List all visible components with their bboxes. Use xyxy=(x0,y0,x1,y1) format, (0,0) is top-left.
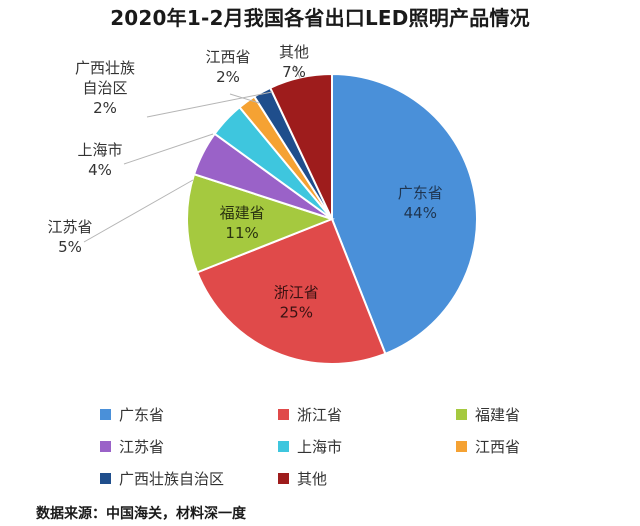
pie-slice-other xyxy=(268,72,333,220)
legend-item-zhejiang: 浙江省 xyxy=(278,404,456,424)
slice-label-guangxi: 广西壮族自治区 2% xyxy=(75,59,135,117)
slice-label-value: 44% xyxy=(404,204,437,222)
slice-label-value: 2% xyxy=(93,99,117,117)
legend-label: 浙江省 xyxy=(297,405,343,424)
leader-line-jiangxi xyxy=(229,93,260,104)
legend-swatch xyxy=(278,472,289,484)
pie-slice-zhejiang xyxy=(195,217,387,365)
pie-slice-fujian xyxy=(186,172,335,274)
chart-title: 2020年1-2月我国各省出口LED照明产品情况 xyxy=(110,6,530,30)
slice-label-name: 自治区 xyxy=(82,79,127,97)
slice-label-name: 上海市 xyxy=(77,141,122,159)
slice-label-fujian: 福建省 11% xyxy=(220,204,265,242)
slice-label-jiangsu: 江苏省 5% xyxy=(47,218,92,256)
slice-label-name: 江苏省 xyxy=(47,218,92,236)
legend-swatch xyxy=(100,408,111,420)
legend-label: 上海市 xyxy=(297,437,343,456)
slice-label-value: 11% xyxy=(225,224,258,242)
slice-label-name: 浙江省 xyxy=(274,284,319,302)
legend-label: 江苏省 xyxy=(119,437,165,456)
leader-line-jiangsu xyxy=(83,179,194,243)
legend-swatch xyxy=(456,408,467,420)
slice-label-shanghai: 上海市 4% xyxy=(77,141,122,179)
slice-label-value: 4% xyxy=(88,161,112,179)
legend-item-guangdong: 广东省 xyxy=(100,404,278,424)
source-note: 数据来源：中国海关，材料深一度 xyxy=(36,506,246,522)
slice-label-guangdong: 广东省 44% xyxy=(398,184,443,222)
slice-label-name: 广西壮族 xyxy=(75,59,135,77)
leader-line-guangxi xyxy=(146,91,273,118)
legend-label: 广西壮族自治区 xyxy=(119,469,225,488)
legend-label: 江西省 xyxy=(475,437,521,456)
slice-label-value: 25% xyxy=(280,304,313,322)
legend-item-fujian: 福建省 xyxy=(456,404,606,424)
slice-label-value: 5% xyxy=(58,238,82,256)
slice-label-name: 福建省 xyxy=(220,204,265,222)
slice-label-name: 其他 xyxy=(279,43,309,61)
slice-label-zhejiang: 浙江省 25% xyxy=(274,284,319,322)
slice-label-value: 7% xyxy=(282,63,306,81)
legend-swatch xyxy=(100,440,111,452)
slice-label-jiangxi: 江西省 2% xyxy=(205,48,250,86)
legend-label: 其他 xyxy=(297,469,328,488)
legend-item-jiangsu: 江苏省 xyxy=(100,436,278,456)
legend-item-guangxi: 广西壮族自治区 xyxy=(100,468,278,488)
leader-line-shanghai xyxy=(123,133,214,165)
legend-item-shanghai: 上海市 xyxy=(278,436,456,456)
leader-line-other xyxy=(293,64,301,79)
pie-chart: 广东省44%浙江省25%福建省11%江苏省5%上海市4%江西省2%广西壮族自治区… xyxy=(47,43,478,365)
slice-label-name: 江西省 xyxy=(205,48,250,66)
legend-swatch xyxy=(278,440,289,452)
legend-swatch xyxy=(278,408,289,420)
legend-item-jiangxi: 江西省 xyxy=(456,436,606,456)
slice-label-name: 广东省 xyxy=(398,184,443,202)
legend-label: 广东省 xyxy=(119,405,165,424)
legend-label: 福建省 xyxy=(475,405,521,424)
legend-swatch xyxy=(100,472,111,484)
legend: 广东省 浙江省 福建省江苏省 上海市 江西省广西壮族自治区 其他 xyxy=(100,404,600,488)
legend-item-other: 其他 xyxy=(278,468,456,488)
slice-label-other: 其他 7% xyxy=(279,43,309,81)
legend-swatch xyxy=(456,440,467,452)
slice-label-value: 2% xyxy=(216,68,240,86)
pie-slice-guangdong xyxy=(331,72,478,356)
